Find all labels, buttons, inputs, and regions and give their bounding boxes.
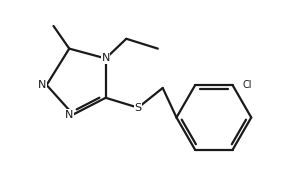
Text: S: S bbox=[135, 103, 142, 113]
Text: N: N bbox=[38, 80, 47, 90]
Text: N: N bbox=[65, 110, 73, 120]
Text: Cl: Cl bbox=[242, 80, 252, 90]
Text: N: N bbox=[102, 53, 110, 63]
